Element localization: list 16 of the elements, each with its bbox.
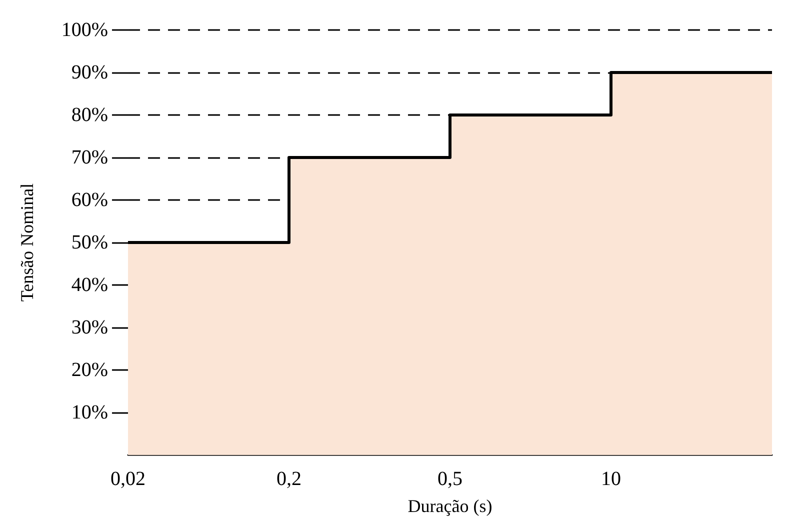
- x-tick-label: 0,2: [276, 468, 302, 490]
- y-tick-label: 10%: [71, 402, 108, 424]
- x-axis-title: Duração (s): [408, 496, 492, 516]
- y-tick-label: 70%: [71, 146, 108, 168]
- y-tick-label: 30%: [71, 316, 108, 338]
- y-tick-label: 100%: [61, 19, 108, 41]
- y-tick-label: 50%: [71, 232, 108, 254]
- y-tick-label: 40%: [71, 274, 108, 296]
- x-tick-label: 10: [601, 468, 621, 490]
- y-tick-label: 80%: [71, 104, 108, 126]
- y-tick-label: 20%: [71, 359, 108, 381]
- y-tick-label: 90%: [71, 62, 108, 84]
- x-tick-label: 0,5: [438, 468, 462, 490]
- x-tick-label: 0,02: [110, 468, 146, 490]
- y-tick-label: 60%: [71, 189, 108, 211]
- y-axis-title: Tensão Nominal: [17, 183, 37, 302]
